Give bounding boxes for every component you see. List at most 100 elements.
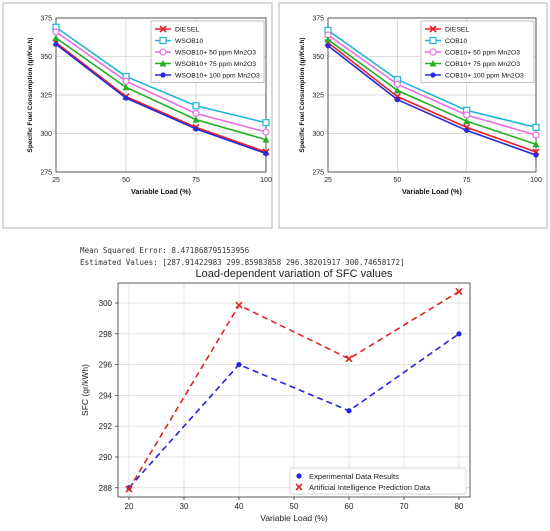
data-point xyxy=(346,408,352,414)
data-point xyxy=(263,150,269,157)
data-point xyxy=(262,119,270,127)
y-tick-label: 296 xyxy=(99,361,113,370)
y-tick-label: 300 xyxy=(40,131,52,138)
y-tick-label: 300 xyxy=(99,299,113,308)
legend-marker xyxy=(429,48,437,56)
data-point xyxy=(192,102,200,110)
x-tick-label: 20 xyxy=(125,502,134,511)
data-point xyxy=(262,128,270,136)
x-axis-label: Variable Load (%) xyxy=(402,187,463,196)
x-tick-label: 25 xyxy=(324,177,332,184)
legend: Experimental Data Results Artificial Inte… xyxy=(289,467,467,495)
series-cob10-100-ppm-mn2o3 xyxy=(325,43,539,158)
x-tick-label: 70 xyxy=(400,502,409,511)
y-tick-label: 325 xyxy=(40,93,52,100)
series-ai-prediction xyxy=(125,287,463,493)
legend-entry: WSOB10+ 100 ppm Mn2O3 xyxy=(175,73,260,80)
sfc-chart-1: 275 300 325 350 375 25 50 75 100 Variable Load (%… xyxy=(2,2,273,229)
legend: DIESEL WSOB10 WSOB10+ 50 ppm Mn2O3 WSOB10+ … xyxy=(150,20,265,83)
y-axis-label: Specific Fuel Consumption (gr/Kw.h) xyxy=(27,37,34,152)
data-point xyxy=(533,152,539,158)
legend-entry: Artificial Intelligence Prediction Data xyxy=(309,483,431,492)
legend-marker xyxy=(429,60,437,67)
chart-title: Load-dependent variation of SFC values xyxy=(196,268,393,280)
data-point xyxy=(345,355,353,363)
y-tick-label: 288 xyxy=(99,484,113,493)
sfc-chart-2: 275 300 325 350 375 25 50 75 100 Variable Load (%… xyxy=(278,2,548,229)
series-wsob10-100-ppm-mn2o3 xyxy=(53,41,269,157)
data-point xyxy=(192,116,200,123)
x-axis-label: Variable Load (%) xyxy=(260,513,328,523)
legend-marker xyxy=(160,72,166,78)
legend-entry: COB10+ 50 ppm Mn2O3 xyxy=(445,50,520,57)
legend-marker xyxy=(159,25,167,33)
data-point xyxy=(53,41,59,47)
y-tick-label: 294 xyxy=(99,391,113,400)
x-tick-label: 25 xyxy=(52,177,60,184)
x-tick-label: 75 xyxy=(463,177,471,184)
data-point xyxy=(324,36,332,43)
y-axis-label: Specific Fuel Consumption (gr/Kw.h) xyxy=(299,37,306,152)
data-point xyxy=(393,86,401,94)
x-tick-label: 80 xyxy=(455,502,464,511)
y-tick-label: 275 xyxy=(312,170,324,177)
data-point xyxy=(122,77,130,85)
data-point xyxy=(193,126,199,132)
y-tick-label: 300 xyxy=(312,131,324,138)
data-point xyxy=(122,83,130,91)
series-line xyxy=(327,29,537,129)
data-point xyxy=(123,95,129,101)
legend-entry: Experimental Data Results xyxy=(309,472,399,481)
legend-entry: WSOB10+ 50 ppm Mn2O3 xyxy=(175,50,256,57)
y-tick-label: 350 xyxy=(40,54,52,61)
series-cob10-75-ppm-mn2o3 xyxy=(324,36,540,148)
x-tick-label: 50 xyxy=(393,177,401,184)
legend-entry: WSOB10 xyxy=(175,38,204,45)
legend-marker xyxy=(159,36,167,45)
x-tick-label: 50 xyxy=(290,502,299,511)
series-line xyxy=(128,333,460,489)
legend-entry: COB10+ 75 ppm Mn2O3 xyxy=(445,61,520,68)
y-tick-label: 275 xyxy=(40,170,52,177)
data-point xyxy=(125,485,133,493)
legend-marker xyxy=(296,473,302,479)
series-line xyxy=(55,26,267,124)
plot-area xyxy=(327,17,537,173)
x-axis-label: Variable Load (%) xyxy=(131,187,192,196)
data-point xyxy=(464,127,470,134)
series-line xyxy=(327,45,537,156)
data-point xyxy=(456,331,462,337)
series-cob10-50-ppm-mn2o3 xyxy=(324,31,540,139)
legend: DIESEL COB10 COB10+ 50 ppm Mn2O3 COB10+ 75 … xyxy=(420,20,535,83)
series-line xyxy=(55,43,267,155)
data-point xyxy=(262,136,270,143)
legend-box xyxy=(289,467,467,495)
legend-entry: COB10 xyxy=(445,38,468,45)
data-point xyxy=(532,123,540,131)
series-line xyxy=(128,290,460,490)
legend-marker xyxy=(295,483,303,491)
data-point xyxy=(192,109,200,118)
legend-marker xyxy=(159,60,167,67)
data-point xyxy=(455,287,463,296)
legend-marker xyxy=(429,25,437,33)
data-point xyxy=(52,34,60,42)
y-tick-label: 292 xyxy=(99,422,113,431)
x-tick-label: 100 xyxy=(260,177,272,184)
x-tick-label: 75 xyxy=(192,177,200,184)
y-tick-label: 375 xyxy=(312,16,324,23)
series-wsob10 xyxy=(52,23,270,127)
data-point xyxy=(236,361,242,368)
y-tick-label: 350 xyxy=(312,54,324,61)
series-line xyxy=(327,38,537,146)
series-line xyxy=(55,37,267,141)
legend-entry: DIESEL xyxy=(445,27,469,34)
series-line xyxy=(55,42,267,153)
data-point xyxy=(463,117,471,125)
series-line xyxy=(327,42,537,153)
y-tick-label: 325 xyxy=(312,93,324,100)
y-tick-label: 298 xyxy=(99,330,113,339)
sfc-prediction-chart: Load-dependent variation of SFC values 28… xyxy=(80,268,471,523)
series-line xyxy=(55,31,267,133)
